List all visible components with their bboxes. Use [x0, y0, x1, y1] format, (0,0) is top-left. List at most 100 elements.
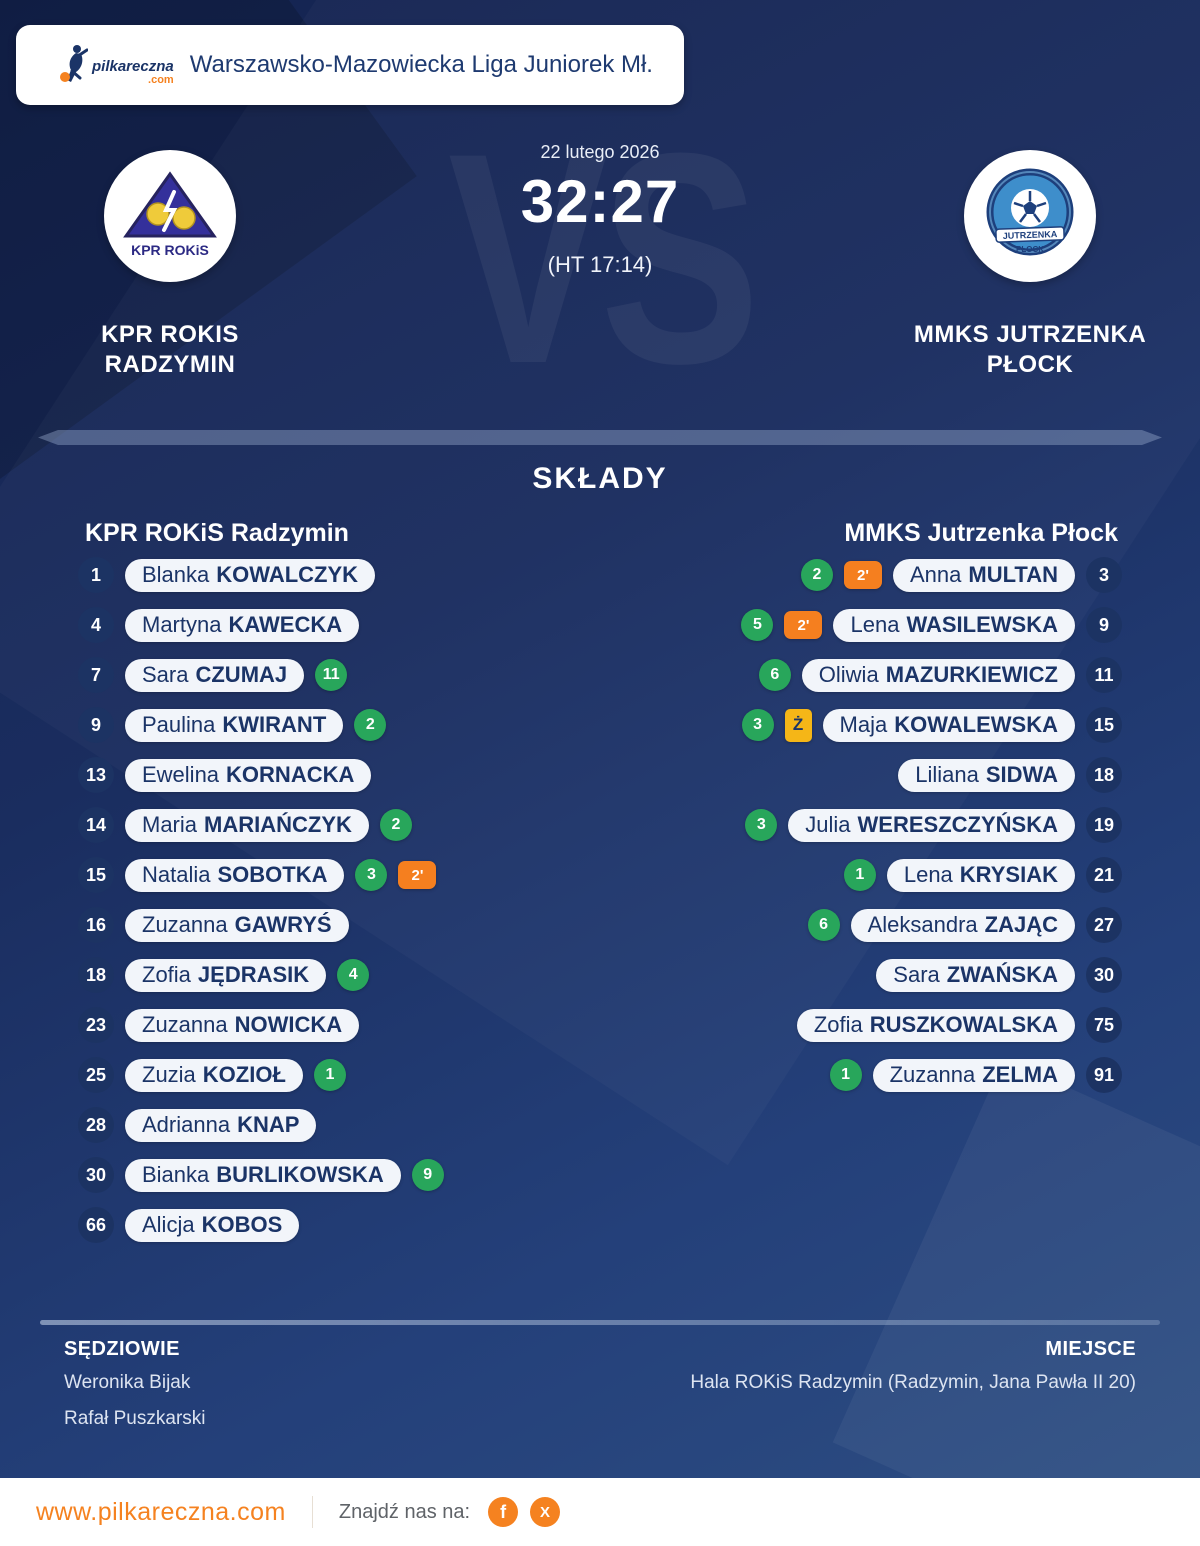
find-us-label: Znajdź nas na: [338, 1500, 471, 1523]
player-last-name: KRYSIAK [959, 862, 1058, 887]
player-name-pill: Anna MULTAN [893, 558, 1075, 592]
player-first-name: Lena [850, 612, 900, 637]
away-team-name: MMKS JUTRZENKA PŁOCK [914, 320, 1146, 380]
card-badge: 2' [844, 561, 882, 589]
lineup-away-list: 2 2' Anna MULTAN 3 5 2' Lena WASILEWSKA … [560, 550, 1200, 1100]
player-first-name: Sara [142, 662, 189, 687]
player-first-name: Lena [903, 862, 953, 887]
away-lineup-header: MMKS Jutrzenka Płock [844, 519, 1118, 547]
player-number: 9 [1086, 607, 1122, 643]
player-first-name: Zofia [813, 1012, 863, 1037]
player-row: Zofia RUSZKOWALSKA 75 [560, 1000, 1200, 1050]
player-row: 3 Ż Maja KOWALEWSKA 15 [560, 700, 1200, 750]
site-wordmark: pilkareczna .com [92, 59, 174, 86]
player-name-pill: Bianka BURLIKOWSKA [125, 1158, 401, 1192]
referee-name: Weronika Bijak [64, 1372, 191, 1393]
x-icon[interactable]: X [530, 1497, 561, 1527]
player-number: 91 [1086, 1057, 1122, 1093]
player-number: 27 [1086, 907, 1122, 943]
away-team-name-line2: PŁOCK [986, 351, 1074, 378]
player-row: 25 Zuzia KOZIOŁ 1 [0, 1050, 640, 1100]
goals-badge: 2 [801, 559, 833, 591]
player-last-name: SOBOTKA [217, 862, 328, 887]
goals-badge: 2 [379, 809, 412, 841]
player-row: 4 Martyna KAWECKA [0, 600, 640, 650]
player-number: 75 [1086, 1007, 1122, 1043]
player-name-pill: Sara CZUMAJ [125, 658, 305, 692]
player-name-pill: Natalia SOBOTKA [125, 858, 345, 892]
player-row: 18 Zofia JĘDRASIK 4 [0, 950, 640, 1000]
player-first-name: Bianka [142, 1162, 210, 1187]
footer-url[interactable]: www.pilkareczna.com [36, 1497, 286, 1526]
match-date: 22 lutego 2026 [540, 142, 660, 162]
goals-badge: 3 [745, 809, 778, 841]
goals-badge: 6 [758, 659, 791, 691]
player-number: 30 [78, 1157, 114, 1193]
player-last-name: CZUMAJ [195, 662, 288, 687]
player-number: 11 [1086, 657, 1122, 693]
home-lineup-header: KPR ROKiS Radzymin [85, 519, 349, 547]
player-name-pill: Lena KRYSIAK [886, 858, 1075, 892]
venue-label: MIEJSCE [1045, 1338, 1136, 1360]
player-first-name: Maja [839, 712, 888, 737]
player-last-name: RUSZKOWALSKA [869, 1012, 1058, 1037]
card-badge: Ż [784, 708, 812, 742]
venue-text: Hala ROKiS Radzymin (Radzymin, Jana Pawł… [690, 1372, 1136, 1393]
player-row: 14 Maria MARIAŃCZYK 2 [0, 800, 640, 850]
player-last-name: KOWALCZYK [216, 562, 359, 587]
player-number: 66 [78, 1207, 114, 1243]
player-first-name: Natalia [142, 862, 211, 887]
player-row: Liliana SIDWA 18 [560, 750, 1200, 800]
player-last-name: KOZIOŁ [202, 1062, 286, 1087]
player-number: 15 [1086, 707, 1122, 743]
player-last-name: WASILEWSKA [906, 612, 1058, 637]
player-last-name: GAWRYŚ [234, 912, 332, 937]
player-row: 28 Adrianna KNAP [0, 1100, 640, 1150]
player-first-name: Zuzanna [142, 1012, 228, 1037]
player-name-pill: Liliana SIDWA [898, 758, 1075, 792]
player-name-pill: Maria MARIAŃCZYK [125, 808, 369, 842]
player-last-name: KOBOS [201, 1212, 283, 1237]
brand-tld: .com [148, 74, 174, 86]
player-name-pill: Zofia RUSZKOWALSKA [796, 1008, 1075, 1042]
player-first-name: Zuzia [142, 1062, 196, 1087]
player-name-pill: Oliwia MAZURKIEWICZ [801, 658, 1075, 692]
home-crest-caption: KPR ROKiS [131, 242, 209, 258]
player-number: 4 [78, 607, 114, 643]
player-first-name: Blanka [142, 562, 210, 587]
player-row: 5 2' Lena WASILEWSKA 9 [560, 600, 1200, 650]
player-number: 23 [78, 1007, 114, 1043]
final-score: 32:27 [520, 168, 680, 235]
player-row: 9 Paulina KWIRANT 2 [0, 700, 640, 750]
player-first-name: Adrianna [142, 1112, 231, 1137]
player-number: 15 [78, 857, 114, 893]
score-block: 22 lutego 2026 32:27 (HT 17:14) [340, 142, 860, 278]
player-row: 6 Oliwia MAZURKIEWICZ 11 [560, 650, 1200, 700]
goals-badge: 1 [313, 1059, 346, 1091]
goals-badge: 3 [355, 859, 388, 891]
home-team-name-line2: RADZYMIN [104, 351, 236, 378]
player-last-name: SIDWA [985, 762, 1058, 787]
player-name-pill: Ewelina KORNACKA [125, 758, 372, 792]
away-crest-banner: JUTRZENKA [1003, 229, 1058, 241]
player-first-name: Aleksandra [867, 912, 978, 937]
player-row: 6 Aleksandra ZAJĄC 27 [560, 900, 1200, 950]
player-name-pill: Alicja KOBOS [125, 1208, 300, 1242]
player-number: 18 [78, 957, 114, 993]
player-name-pill: Zuzanna GAWRYŚ [125, 908, 349, 942]
player-name-pill: Paulina KWIRANT [125, 708, 344, 742]
player-number: 30 [1086, 957, 1122, 993]
home-team-name-line1: KPR ROKIS [101, 321, 239, 348]
goals-badge: 5 [741, 609, 774, 641]
player-last-name: KAWECKA [228, 612, 343, 637]
player-number: 19 [1086, 807, 1122, 843]
player-last-name: KORNACKA [226, 762, 355, 787]
player-row: 3 Julia WERESZCZYŃSKA 19 [560, 800, 1200, 850]
player-row: 13 Ewelina KORNACKA [0, 750, 640, 800]
player-row: 1 Blanka KOWALCZYK [0, 550, 640, 600]
facebook-icon[interactable]: f [488, 1497, 519, 1527]
player-row: 16 Zuzanna GAWRYŚ [0, 900, 640, 950]
player-name-pill: Blanka KOWALCZYK [125, 558, 376, 592]
player-last-name: JĘDRASIK [197, 962, 310, 987]
player-number: 3 [1086, 557, 1122, 593]
